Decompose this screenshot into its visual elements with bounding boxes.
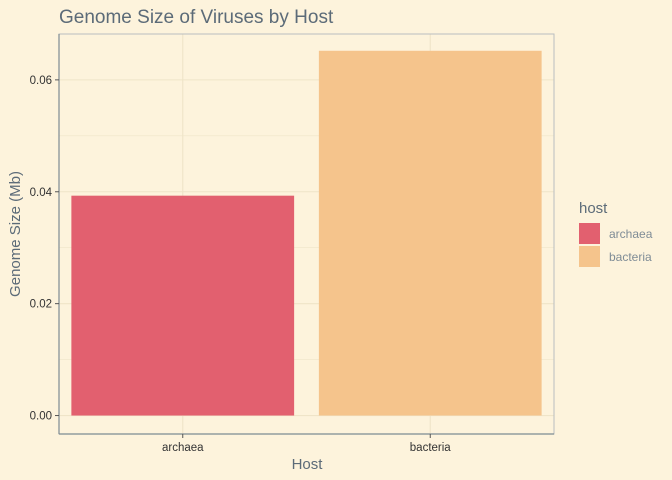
x-tick-label: bacteria: [410, 442, 452, 454]
y-tick-label: 0.06: [30, 75, 52, 87]
bar-bacteria: [318, 50, 542, 416]
legend-key-bacteria: [579, 246, 600, 267]
y-tick-label: 0.04: [30, 187, 53, 199]
plot-area: 0.00 0.02 0.04 0.06 archaea bacteria: [30, 33, 555, 454]
legend: host archaea bacteria: [579, 200, 653, 267]
y-tick-label: 0.02: [30, 299, 52, 311]
legend-label-archaea: archaea: [609, 227, 653, 241]
chart-title: Genome Size of Viruses by Host: [59, 7, 334, 28]
legend-label-bacteria: bacteria: [609, 250, 652, 264]
legend-key-archaea: [579, 223, 600, 244]
x-tick-label: archaea: [162, 442, 204, 454]
bar-archaea: [71, 195, 295, 416]
legend-title: host: [579, 200, 608, 217]
y-axis-title: Genome Size (Mb): [7, 171, 24, 297]
y-tick-label: 0.00: [30, 411, 52, 423]
x-axis-title: Host: [292, 456, 324, 473]
